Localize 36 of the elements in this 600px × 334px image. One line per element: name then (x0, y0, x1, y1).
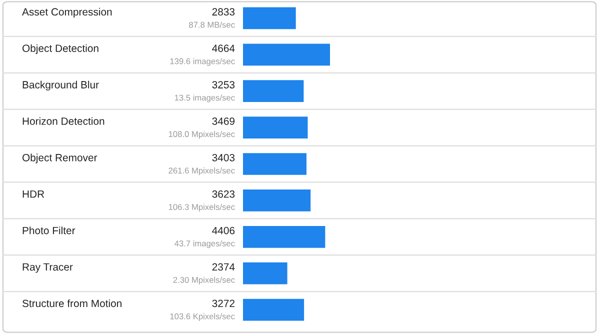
data-label: 4664 (212, 44, 235, 52)
text: 2.30 Mpixels/sec (173, 276, 235, 285)
text: 43.7 images/sec (174, 240, 235, 248)
y-tick-label: Horizon Detection (22, 117, 104, 125)
y-tick-label: Object Detection (22, 44, 98, 54)
bar (243, 153, 306, 175)
data-label: 3623 (212, 190, 235, 198)
bar (243, 116, 308, 138)
bar (243, 298, 304, 321)
bar (243, 7, 296, 30)
text: 13.5 images/sec (174, 94, 235, 102)
y-tick-label: Photo Filter (22, 226, 76, 234)
bar (243, 226, 326, 248)
data-label: 3253 (212, 81, 235, 88)
data-label: 4406 (212, 226, 235, 234)
bar (243, 80, 304, 102)
data-label: 2833 (212, 8, 235, 16)
text: 108.0 Mpixels/sec (168, 130, 235, 139)
bar (243, 262, 288, 284)
y-tick-label: HDR (22, 190, 44, 198)
text: 139.6 images/sec (170, 58, 235, 66)
data-label: 3272 (212, 300, 234, 308)
bar (243, 190, 311, 212)
y-tick-label: Ray Tracer (22, 263, 73, 273)
y-tick-label: Background Blur (22, 80, 99, 90)
y-tick-label: Asset Compression (22, 8, 112, 18)
text: 103.6 Kpixels/sec (170, 313, 235, 321)
text: 106.3 Mpixels/sec (168, 204, 235, 212)
text: 261.6 Mpixels/sec (168, 167, 235, 176)
data-label: 3403 (212, 154, 235, 162)
data-label: 3469 (212, 118, 235, 125)
text: 87.8 MB/sec (189, 22, 235, 28)
y-tick-label: Object Remover (22, 154, 98, 164)
y-tick-label: Structure from Motion (22, 299, 122, 308)
data-label: 2374 (212, 263, 235, 271)
bar (243, 44, 330, 66)
